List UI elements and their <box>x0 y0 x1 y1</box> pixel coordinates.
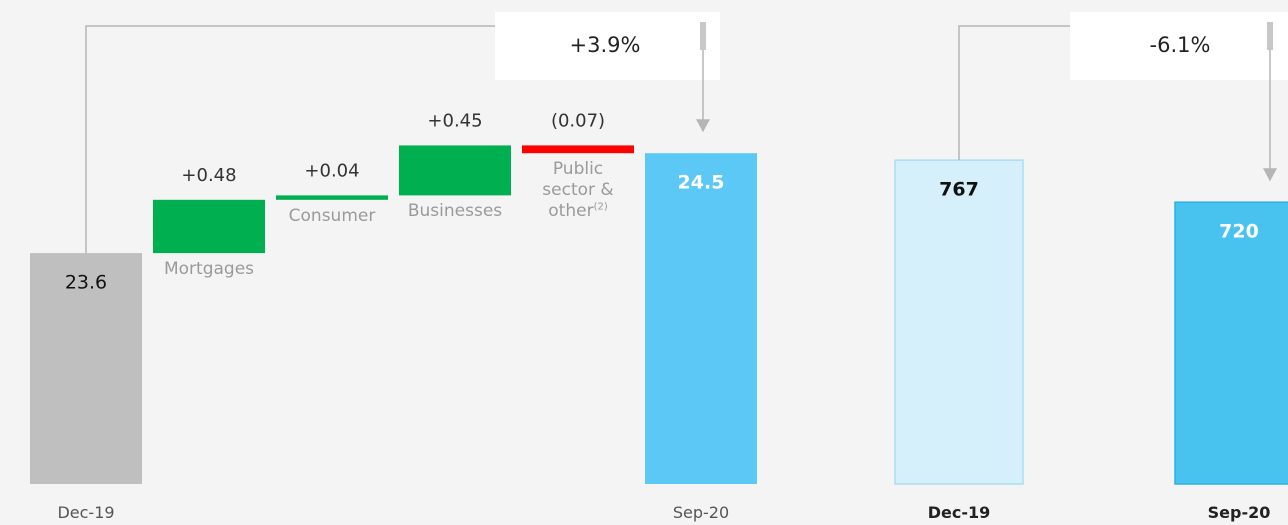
category-label: Sep-20 <box>1179 502 1288 523</box>
annotation-marker <box>700 22 706 50</box>
annotation-box <box>1070 12 1288 80</box>
annotation-box <box>495 12 720 80</box>
category-label: Public sector & other(2) <box>536 159 620 222</box>
value-label: +0.45 <box>427 110 482 131</box>
bar <box>1174 201 1288 485</box>
annotation: +3.9% <box>570 33 641 57</box>
category-label: Sep-20 <box>641 502 761 523</box>
category-label: Mortgages <box>163 259 255 280</box>
category-label: Mortgages <box>163 259 255 280</box>
category-label: Sep-20 <box>1207 503 1271 522</box>
bar <box>30 253 142 484</box>
value-label: 23.6 <box>65 272 107 294</box>
category-label: Dec-19 <box>57 503 115 522</box>
annotation: -6.1% <box>1150 33 1211 57</box>
category-label: Consumer <box>288 205 376 227</box>
connector <box>85 25 495 254</box>
category-label: Businesses <box>407 201 503 222</box>
value-label: +0.04 <box>304 160 359 181</box>
category-label: Consumer <box>288 205 376 226</box>
category-label: Dec-19 <box>899 502 1019 523</box>
category-label: Businesses <box>408 201 502 222</box>
footnote-mark: (2) <box>593 201 608 213</box>
value-label: (0.07) <box>551 110 605 131</box>
category-label: Dec-19 <box>26 502 146 523</box>
bar <box>153 199 265 254</box>
bar <box>645 153 757 484</box>
bar <box>276 195 388 200</box>
arrow-head <box>1263 168 1277 182</box>
value-label: 720 <box>1219 221 1259 243</box>
value-label: +0.48 <box>181 165 236 186</box>
value-label: 767 <box>939 179 979 201</box>
bar <box>522 145 634 154</box>
bar <box>894 159 1024 485</box>
arrow-head <box>696 119 710 133</box>
bar <box>399 145 511 196</box>
connector <box>958 25 1070 161</box>
category-label: Public sector & other <box>542 159 614 222</box>
annotation-marker <box>1267 22 1273 50</box>
category-label: Sep-20 <box>672 503 730 522</box>
category-label: Dec-19 <box>927 503 991 522</box>
value-label: 24.5 <box>678 172 725 194</box>
